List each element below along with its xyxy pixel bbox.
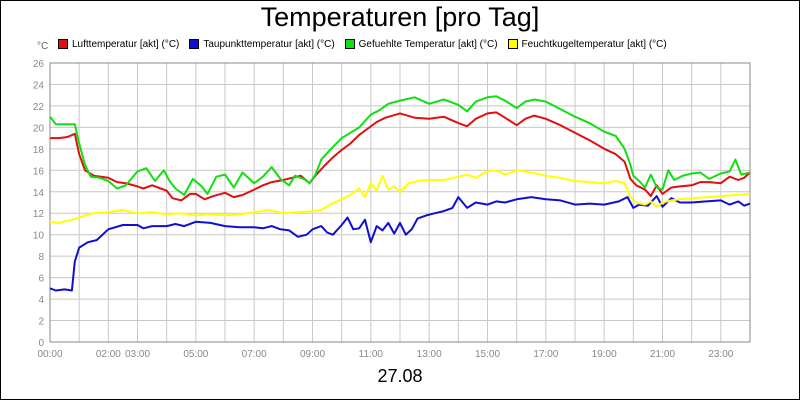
y-tick-label: 16 bbox=[33, 166, 45, 177]
y-unit-label: °C bbox=[37, 41, 49, 52]
y-tick-label: 8 bbox=[38, 252, 44, 263]
y-tick-label: 10 bbox=[33, 231, 45, 242]
legend-swatch bbox=[58, 39, 68, 49]
x-tick-label: 03:00 bbox=[125, 349, 150, 360]
legend-swatch bbox=[507, 39, 518, 49]
x-tick-label: 21:00 bbox=[650, 349, 675, 360]
series-line-3 bbox=[49, 169, 751, 224]
plot-border bbox=[49, 62, 751, 343]
legend-label: Taupunkttemperatur [akt] (°C) bbox=[203, 38, 335, 50]
x-tick-label: 17:00 bbox=[533, 349, 558, 360]
legend-item-taupunkttemperatur: Taupunkttemperatur [akt] (°C) bbox=[189, 37, 335, 51]
legend-label: Feuchtkugeltemperatur [akt] (°C) bbox=[521, 38, 667, 50]
chart-title: Temperaturen [pro Tag] bbox=[260, 2, 540, 32]
legend-item-feuchtkugeltemperatur: Feuchtkugeltemperatur [akt] (°C) bbox=[507, 37, 667, 51]
x-tick-label: 11:00 bbox=[359, 349, 384, 360]
y-tick-label: 6 bbox=[38, 274, 44, 285]
legend-label: Gefuehlte Temperatur [akt] (°C) bbox=[358, 38, 498, 50]
y-tick-label: 22 bbox=[33, 102, 45, 113]
y-tick-label: 20 bbox=[33, 123, 45, 134]
y-tick-label: 12 bbox=[33, 209, 45, 220]
legend: Lufttemperatur [akt] (°C) Taupunkttemper… bbox=[58, 37, 677, 51]
date-label: 27.08 bbox=[377, 366, 423, 386]
x-tick-label: 05:00 bbox=[183, 349, 208, 360]
legend-label: Lufttemperatur [akt] (°C) bbox=[72, 38, 180, 50]
series-line-2 bbox=[49, 95, 751, 196]
y-tick-label: 4 bbox=[38, 295, 44, 306]
x-tick-label: 09:00 bbox=[300, 349, 325, 360]
y-tick-label: 2 bbox=[38, 317, 44, 328]
x-tick-label: 00:00 bbox=[37, 349, 62, 360]
x-tick-label: 15:00 bbox=[475, 349, 500, 360]
y-tick-label: 0 bbox=[38, 338, 44, 349]
series-line-1 bbox=[49, 195, 751, 292]
x-tick-label: 13:00 bbox=[417, 349, 442, 360]
y-tick-label: 14 bbox=[33, 188, 45, 199]
series-line-0 bbox=[50, 111, 751, 202]
x-tick-label: 19:00 bbox=[592, 349, 617, 360]
legend-item-lufttemperatur: Lufttemperatur [akt] (°C) bbox=[58, 37, 179, 51]
legend-swatch bbox=[344, 39, 355, 49]
x-tick-label: 23:00 bbox=[708, 349, 733, 360]
x-tick-label: 07:00 bbox=[242, 349, 267, 360]
legend-swatch bbox=[189, 39, 200, 49]
y-tick-label: 18 bbox=[33, 145, 45, 156]
y-tick-label: 24 bbox=[33, 80, 45, 91]
x-tick-label: 02:00 bbox=[96, 349, 121, 360]
y-tick-label: 26 bbox=[33, 59, 45, 70]
legend-item-gefuehlte-temperatur: Gefuehlte Temperatur [akt] (°C) bbox=[344, 37, 498, 51]
